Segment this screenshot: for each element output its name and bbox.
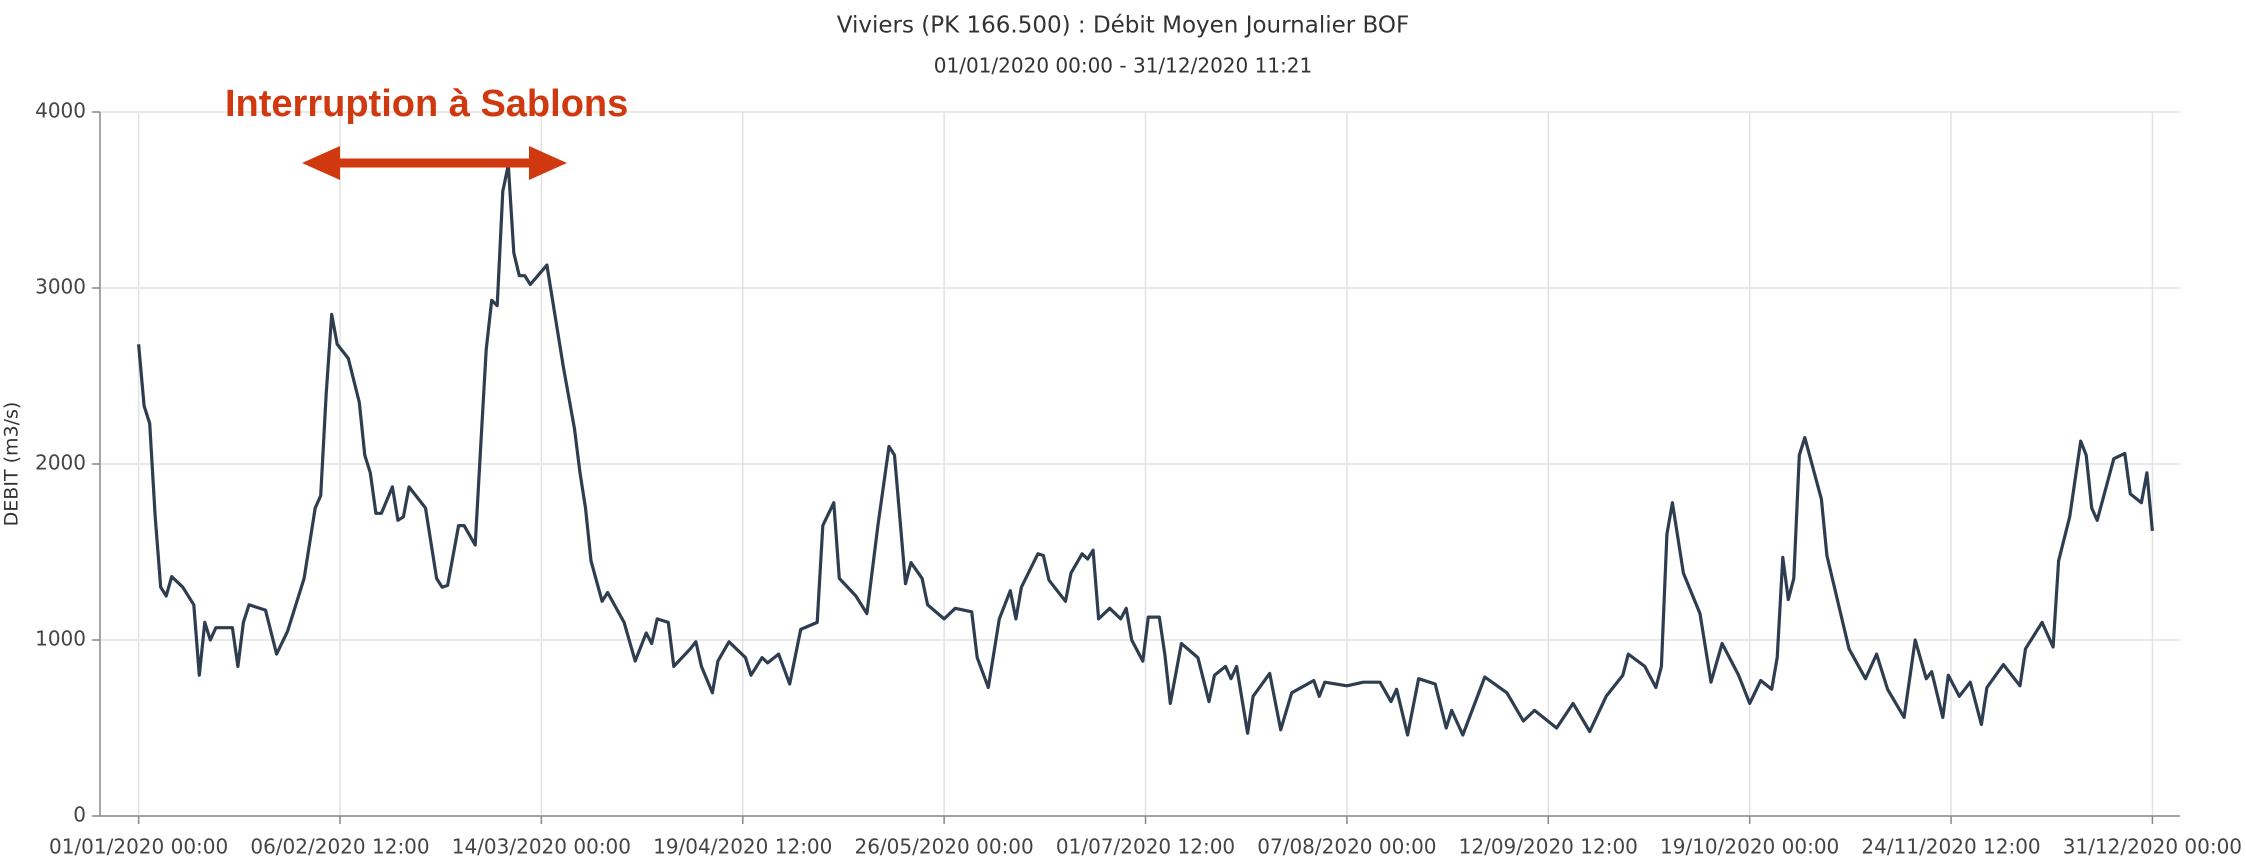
x-tick-label: 12/09/2020 12:00 (1459, 835, 1638, 859)
chart-title: Viviers (PK 166.500) : Débit Moyen Journ… (837, 13, 1410, 39)
y-tick-label: 3000 (35, 275, 86, 299)
y-tick-label: 2000 (35, 451, 86, 475)
x-tick-label: 01/07/2020 12:00 (1056, 835, 1235, 859)
x-tick-label: 01/01/2020 00:00 (49, 835, 228, 859)
y-axis-label: DEBIT (m3/s) (1, 402, 23, 527)
x-tick-label: 19/04/2020 12:00 (653, 835, 832, 859)
y-tick-label: 1000 (35, 627, 86, 651)
x-tick-label: 07/08/2020 00:00 (1257, 835, 1436, 859)
x-tick-label: 31/12/2020 00:00 (2063, 835, 2242, 859)
y-tick-label: 0 (73, 803, 86, 827)
chart-subtitle: 01/01/2020 00:00 - 31/12/2020 11:21 (934, 54, 1312, 78)
arrow-head (302, 146, 340, 180)
annotation-arrow (302, 146, 567, 180)
x-tick-label: 14/03/2020 00:00 (452, 835, 631, 859)
arrow-head (529, 146, 567, 180)
x-tick-label: 24/11/2020 12:00 (1861, 835, 2040, 859)
y-tick-label: 4000 (35, 99, 86, 123)
x-tick-label: 19/10/2020 00:00 (1660, 835, 1839, 859)
x-tick-label: 26/05/2020 00:00 (854, 835, 1033, 859)
annotation: Interruption à Sablons (225, 83, 628, 125)
data-line (137, 163, 2154, 737)
x-tick-label: 06/02/2020 12:00 (250, 835, 429, 859)
